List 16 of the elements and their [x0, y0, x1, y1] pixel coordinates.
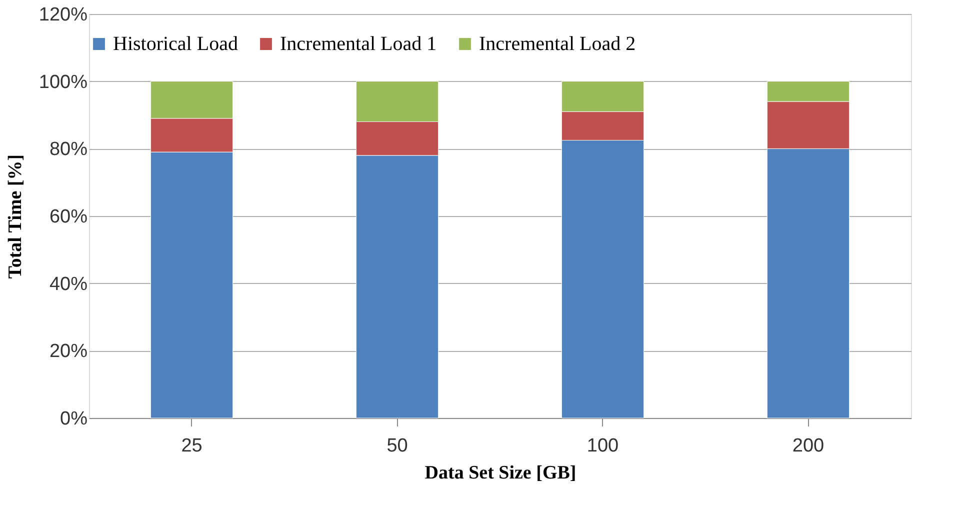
legend-label: Incremental Load 2: [479, 33, 636, 55]
y-tick-label: 120%: [38, 4, 88, 26]
y-tick-label: 0%: [60, 408, 88, 430]
x-tick-label: 200: [792, 436, 824, 456]
y-tick-label: 40%: [49, 274, 88, 295]
x-tick-label: 25: [181, 436, 202, 456]
x-axis-title: Data Set Size [GB]: [424, 462, 576, 484]
legend-label: Incremental Load 1: [280, 33, 437, 55]
y-tick-label: 60%: [49, 206, 88, 228]
y-tick-label: 100%: [38, 72, 88, 93]
y-tick-label: 20%: [49, 341, 88, 362]
y-axis-title: Total Time [%]: [4, 154, 26, 279]
x-tick-label: 50: [386, 436, 408, 456]
x-tick-label: 100: [586, 436, 619, 456]
y-tick-label: 80%: [49, 139, 88, 160]
legend-label: Historical Load: [113, 33, 238, 55]
